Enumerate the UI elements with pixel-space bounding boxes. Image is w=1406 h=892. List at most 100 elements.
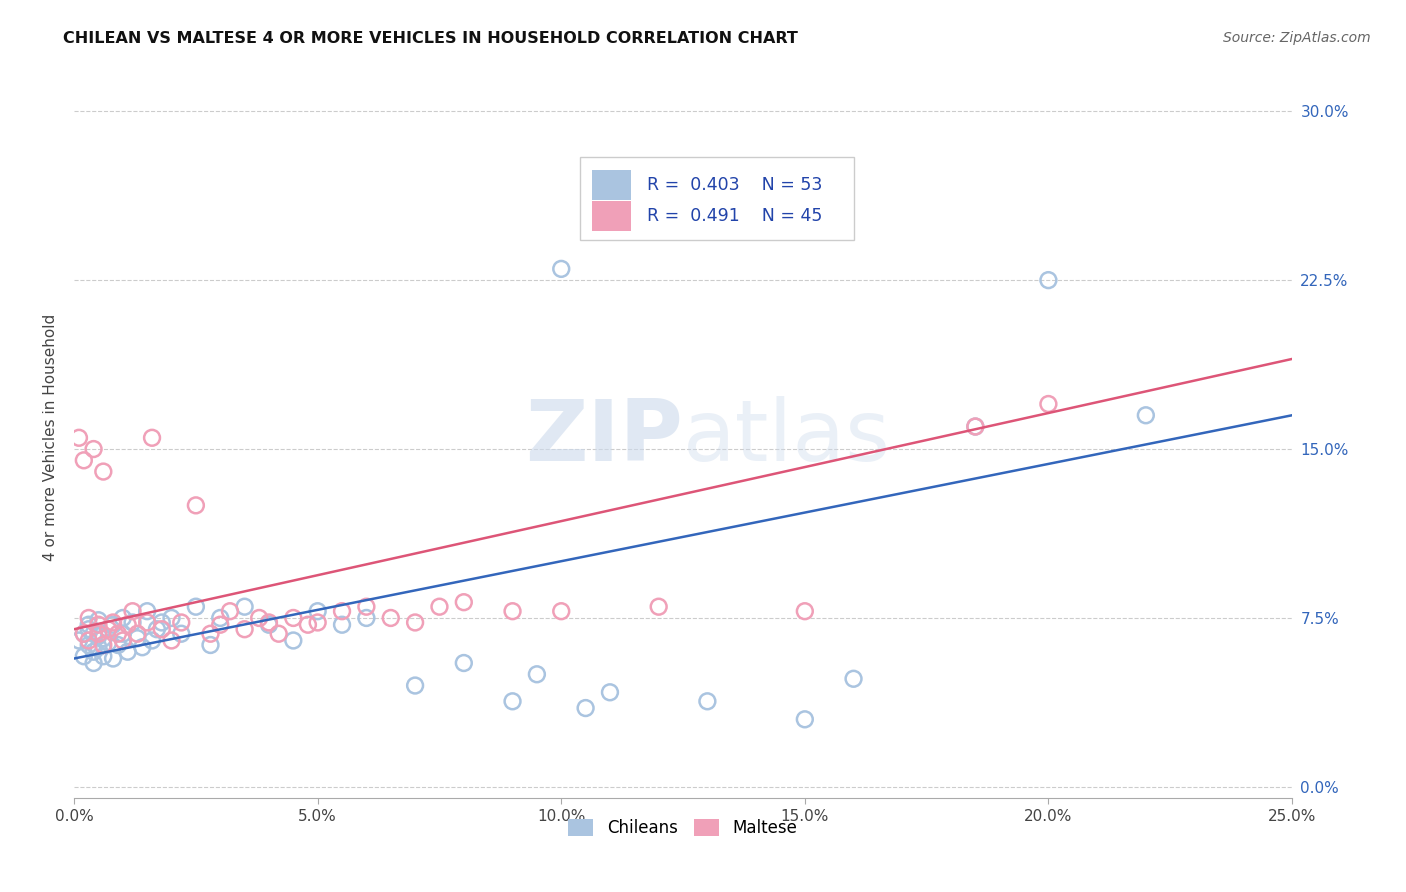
Point: [73, 649, 96, 664]
Point: [502, 694, 524, 708]
Point: [91, 632, 114, 646]
Point: [121, 615, 143, 630]
Point: [67, 431, 90, 445]
Point: [257, 617, 280, 632]
Point: [117, 645, 139, 659]
Point: [209, 617, 232, 632]
Point: [83, 645, 105, 659]
Point: [453, 656, 475, 670]
Point: [101, 615, 124, 630]
Point: [127, 632, 149, 646]
Point: [502, 604, 524, 618]
Point: [219, 604, 242, 618]
Point: [77, 611, 100, 625]
Point: [73, 453, 96, 467]
Point: [526, 667, 548, 681]
Point: [111, 633, 134, 648]
Point: [330, 617, 353, 632]
Point: [599, 685, 621, 699]
Point: [73, 626, 96, 640]
Point: [121, 604, 143, 618]
Point: [1038, 273, 1060, 287]
Point: [696, 694, 718, 708]
Point: [101, 651, 124, 665]
Point: [965, 419, 987, 434]
FancyBboxPatch shape: [592, 201, 631, 231]
Point: [647, 599, 669, 614]
Point: [793, 604, 815, 618]
Point: [793, 712, 815, 726]
Point: [87, 629, 110, 643]
Text: CHILEAN VS MALTESE 4 OR MORE VEHICLES IN HOUSEHOLD CORRELATION CHART: CHILEAN VS MALTESE 4 OR MORE VEHICLES IN…: [63, 31, 799, 46]
Point: [247, 611, 270, 625]
Point: [404, 679, 426, 693]
Point: [136, 615, 159, 630]
Text: ZIP: ZIP: [526, 396, 683, 479]
Point: [111, 611, 134, 625]
Point: [67, 633, 90, 648]
Point: [87, 626, 110, 640]
Point: [101, 617, 124, 632]
Point: [146, 622, 169, 636]
Point: [233, 622, 256, 636]
Point: [1135, 409, 1157, 423]
Point: [170, 615, 193, 630]
Point: [150, 615, 173, 630]
Point: [307, 604, 329, 618]
Legend: Chileans, Maltese: Chileans, Maltese: [562, 813, 804, 844]
Point: [97, 622, 120, 636]
Point: [107, 638, 129, 652]
Point: [83, 626, 105, 640]
Point: [77, 622, 100, 636]
Point: [117, 617, 139, 632]
Point: [283, 611, 305, 625]
Point: [404, 615, 426, 630]
Point: [97, 622, 120, 636]
Point: [453, 595, 475, 609]
Point: [209, 611, 232, 625]
Point: [73, 626, 96, 640]
Point: [965, 419, 987, 434]
Point: [136, 604, 159, 618]
Point: [283, 633, 305, 648]
Point: [131, 640, 153, 655]
Point: [1038, 397, 1060, 411]
Text: R =  0.403    N = 53: R = 0.403 N = 53: [647, 176, 823, 194]
Point: [170, 626, 193, 640]
Text: Source: ZipAtlas.com: Source: ZipAtlas.com: [1223, 31, 1371, 45]
Point: [184, 499, 207, 513]
Point: [77, 638, 100, 652]
Y-axis label: 4 or more Vehicles in Household: 4 or more Vehicles in Household: [44, 314, 58, 561]
Point: [330, 604, 353, 618]
Point: [257, 615, 280, 630]
Text: R =  0.491    N = 45: R = 0.491 N = 45: [647, 207, 823, 225]
Point: [150, 622, 173, 636]
Text: atlas: atlas: [683, 396, 891, 479]
Point: [550, 261, 572, 276]
Point: [160, 633, 183, 648]
Point: [87, 613, 110, 627]
Point: [141, 633, 163, 648]
Point: [77, 633, 100, 648]
Point: [184, 599, 207, 614]
Point: [200, 626, 222, 640]
Point: [87, 617, 110, 632]
Point: [91, 649, 114, 664]
Point: [550, 604, 572, 618]
Point: [356, 599, 378, 614]
Point: [160, 611, 183, 625]
Point: [83, 442, 105, 456]
Point: [842, 672, 865, 686]
Point: [307, 615, 329, 630]
Point: [83, 656, 105, 670]
Point: [141, 431, 163, 445]
Point: [77, 617, 100, 632]
Point: [91, 638, 114, 652]
Point: [107, 626, 129, 640]
FancyBboxPatch shape: [592, 169, 631, 200]
Point: [91, 465, 114, 479]
Point: [380, 611, 402, 625]
Point: [200, 638, 222, 652]
Point: [356, 611, 378, 625]
FancyBboxPatch shape: [579, 157, 853, 240]
